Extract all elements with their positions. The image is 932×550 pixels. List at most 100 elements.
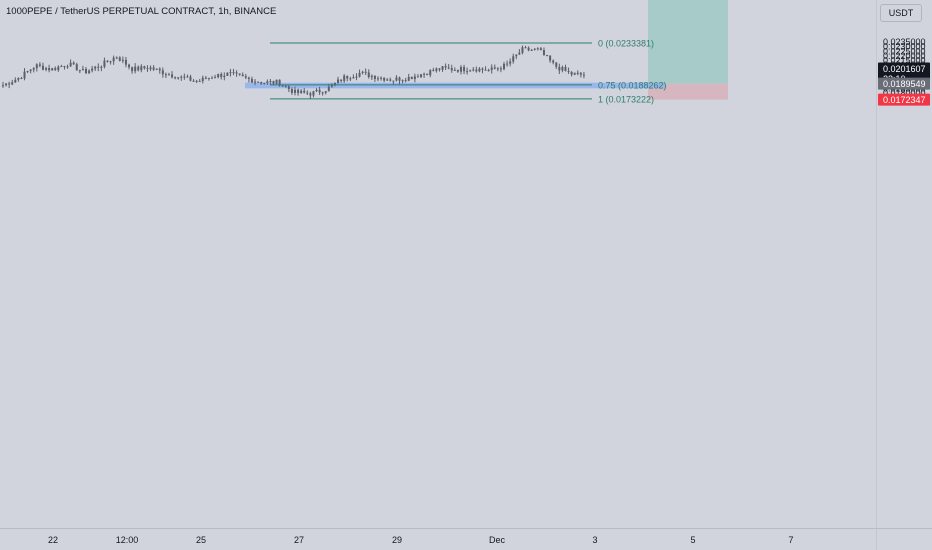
candle-body — [266, 81, 269, 83]
candle-body — [456, 69, 459, 72]
candle-body — [309, 93, 312, 96]
candle-body — [536, 48, 539, 50]
candle-body — [198, 81, 201, 83]
candle-body — [352, 77, 355, 79]
candle-body — [51, 68, 54, 71]
candle-body — [131, 67, 134, 72]
candle-body — [149, 67, 152, 70]
candle-body — [343, 75, 346, 81]
candle-body — [324, 91, 327, 93]
candle-body — [88, 70, 91, 74]
candle-body — [426, 73, 429, 76]
candle-body — [164, 74, 167, 76]
y-tick-label: 0.0230000 — [883, 42, 926, 52]
candle-body — [515, 54, 518, 57]
candle-body — [121, 59, 124, 61]
candle-body — [26, 70, 29, 72]
candle-body — [63, 66, 66, 68]
price-axis-border — [876, 0, 877, 550]
candle-body — [478, 68, 481, 72]
candle-body — [453, 69, 456, 71]
candle-body — [284, 85, 287, 87]
candle-body — [490, 67, 493, 70]
candle-body — [235, 72, 238, 74]
candle-body — [60, 66, 63, 68]
candle-body — [11, 82, 14, 85]
candle-body — [57, 66, 60, 71]
candle-body — [211, 77, 214, 79]
candle-body — [509, 61, 512, 64]
candle-body — [404, 80, 407, 82]
candle-body — [355, 76, 358, 78]
candle-body — [192, 80, 195, 82]
candle-body — [524, 47, 527, 49]
candle-body — [84, 68, 87, 74]
candle-body — [401, 80, 404, 82]
candle-body — [183, 76, 186, 78]
candle-body — [306, 92, 309, 94]
candle-body — [155, 68, 158, 70]
candle-body — [278, 79, 281, 86]
candle-body — [333, 82, 336, 85]
stop-price-tag — [878, 93, 930, 106]
candle-body — [466, 71, 469, 73]
candle-body — [367, 72, 370, 78]
candle-body — [180, 76, 183, 78]
stop-price-label: 0.0172347 — [883, 95, 926, 105]
candle-body — [413, 76, 416, 80]
fib-level-label: 0.75 (0.0188262) — [598, 80, 667, 90]
candle-body — [281, 85, 284, 87]
candle-body — [564, 67, 567, 71]
candle-body — [97, 66, 100, 68]
candle-body — [521, 47, 524, 53]
candle-body — [29, 69, 32, 71]
candle-body — [257, 81, 260, 83]
y-tick-label: 0.0235000 — [883, 37, 926, 47]
axis-corner — [878, 530, 932, 550]
candle-body — [146, 68, 149, 70]
candle-body — [75, 64, 78, 71]
candle-body — [389, 79, 392, 81]
candle-body — [410, 76, 413, 80]
candle-body — [472, 69, 475, 71]
candle-body — [167, 74, 170, 76]
candle-body — [8, 83, 11, 85]
currency-button[interactable]: USDT — [880, 4, 922, 22]
demand-zone — [245, 82, 665, 89]
candle-body — [81, 68, 84, 71]
candle-body — [195, 80, 198, 82]
candle-body — [69, 62, 72, 67]
candle-body — [23, 71, 26, 79]
candle-body — [41, 65, 44, 70]
candle-body — [579, 72, 582, 75]
candle-body — [392, 80, 395, 82]
candle-body — [109, 61, 112, 63]
candle-body — [72, 62, 75, 65]
candle-body — [549, 55, 552, 61]
candle-body — [247, 77, 250, 79]
candle-body — [370, 75, 373, 78]
candle-body — [124, 59, 127, 65]
candle-body — [137, 66, 140, 71]
fib-level-label: 1 (0.0173222) — [598, 94, 654, 104]
candle-body — [407, 76, 410, 81]
candle-body — [300, 90, 303, 93]
candle-body — [171, 74, 174, 78]
candle-body — [241, 74, 244, 77]
candle-body — [441, 66, 444, 70]
candle-body — [201, 77, 204, 82]
candle-body — [17, 78, 20, 80]
candle-body — [444, 66, 447, 68]
candle-body — [38, 64, 41, 66]
profit-zone — [648, 0, 728, 84]
candle-body — [232, 72, 235, 74]
candle-body — [217, 73, 220, 78]
candle-body — [303, 90, 306, 93]
candle-body — [297, 89, 300, 93]
candle-body — [429, 70, 432, 76]
x-tick-label: 25 — [196, 535, 206, 545]
candle-body — [140, 66, 143, 71]
candle-body — [134, 66, 137, 72]
candle-body — [128, 64, 131, 68]
